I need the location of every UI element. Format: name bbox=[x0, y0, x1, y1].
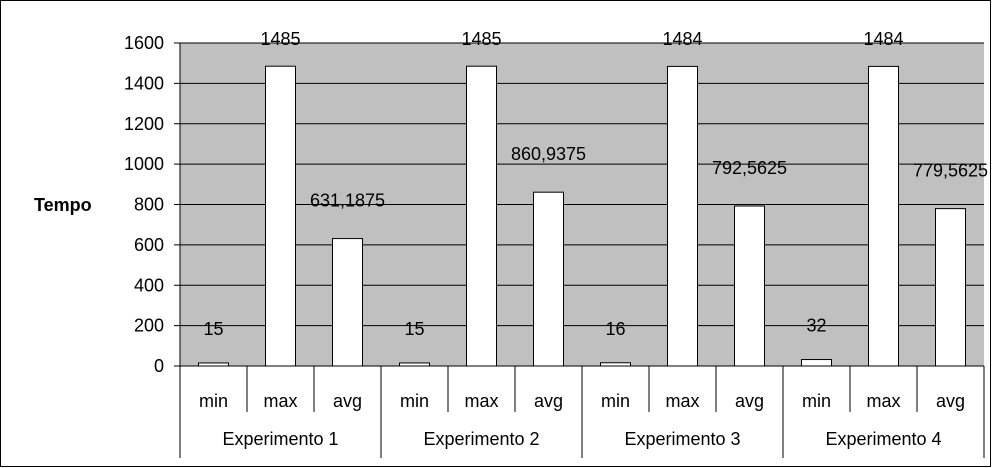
bar-min bbox=[399, 362, 430, 367]
category-label: avg bbox=[534, 391, 563, 411]
category-label: min bbox=[400, 391, 429, 411]
data-label: 15 bbox=[203, 319, 223, 339]
category-label: max bbox=[464, 391, 498, 411]
bar-max bbox=[466, 65, 497, 367]
y-tick-label: 1200 bbox=[124, 114, 164, 134]
bar-avg bbox=[533, 191, 564, 367]
y-tick-label: 0 bbox=[154, 356, 164, 376]
y-tick-label: 1000 bbox=[124, 154, 164, 174]
data-label: 1485 bbox=[260, 29, 300, 49]
group-label: Experimento 1 bbox=[222, 429, 338, 449]
y-tick-label: 800 bbox=[134, 195, 164, 215]
bar-max bbox=[265, 65, 296, 367]
bar-max bbox=[667, 65, 698, 367]
category-label: avg bbox=[735, 391, 764, 411]
bar-min bbox=[198, 362, 229, 367]
data-label: 1484 bbox=[662, 29, 702, 49]
data-label: 15 bbox=[404, 319, 424, 339]
category-label: min bbox=[601, 391, 630, 411]
y-tick-label: 600 bbox=[134, 235, 164, 255]
category-label: max bbox=[866, 391, 900, 411]
bar-avg bbox=[935, 208, 966, 367]
bar-avg bbox=[734, 205, 765, 367]
y-tick-label: 400 bbox=[134, 275, 164, 295]
data-label: 32 bbox=[806, 316, 826, 336]
category-label: avg bbox=[333, 391, 362, 411]
data-label: 631,1875 bbox=[310, 191, 385, 211]
data-label: 16 bbox=[605, 319, 625, 339]
group-label: Experimento 3 bbox=[624, 429, 740, 449]
data-label: 1484 bbox=[863, 29, 903, 49]
data-label: 1485 bbox=[461, 29, 501, 49]
y-axis-title: Tempo bbox=[34, 195, 92, 215]
data-label: 860,9375 bbox=[511, 144, 586, 164]
plot-area: 0 200 400 600 800 1000 1200 1400 1600 15 min 1485 ma… bbox=[124, 29, 988, 458]
bar-min bbox=[801, 359, 832, 367]
data-label: 779,5625 bbox=[913, 161, 988, 181]
category-label: min bbox=[199, 391, 228, 411]
y-tick-label: 1400 bbox=[124, 73, 164, 93]
bar-min bbox=[600, 362, 631, 367]
y-tick-label: 200 bbox=[134, 316, 164, 336]
group-label: Experimento 2 bbox=[423, 429, 539, 449]
group-label: Experimento 4 bbox=[825, 429, 941, 449]
bar-max bbox=[868, 65, 899, 367]
data-label: 792,5625 bbox=[712, 158, 787, 178]
category-label: avg bbox=[936, 391, 965, 411]
category-label: max bbox=[263, 391, 297, 411]
y-tick-label: 1600 bbox=[124, 33, 164, 53]
category-label: min bbox=[802, 391, 831, 411]
bar-avg bbox=[332, 238, 363, 367]
category-label: max bbox=[665, 391, 699, 411]
